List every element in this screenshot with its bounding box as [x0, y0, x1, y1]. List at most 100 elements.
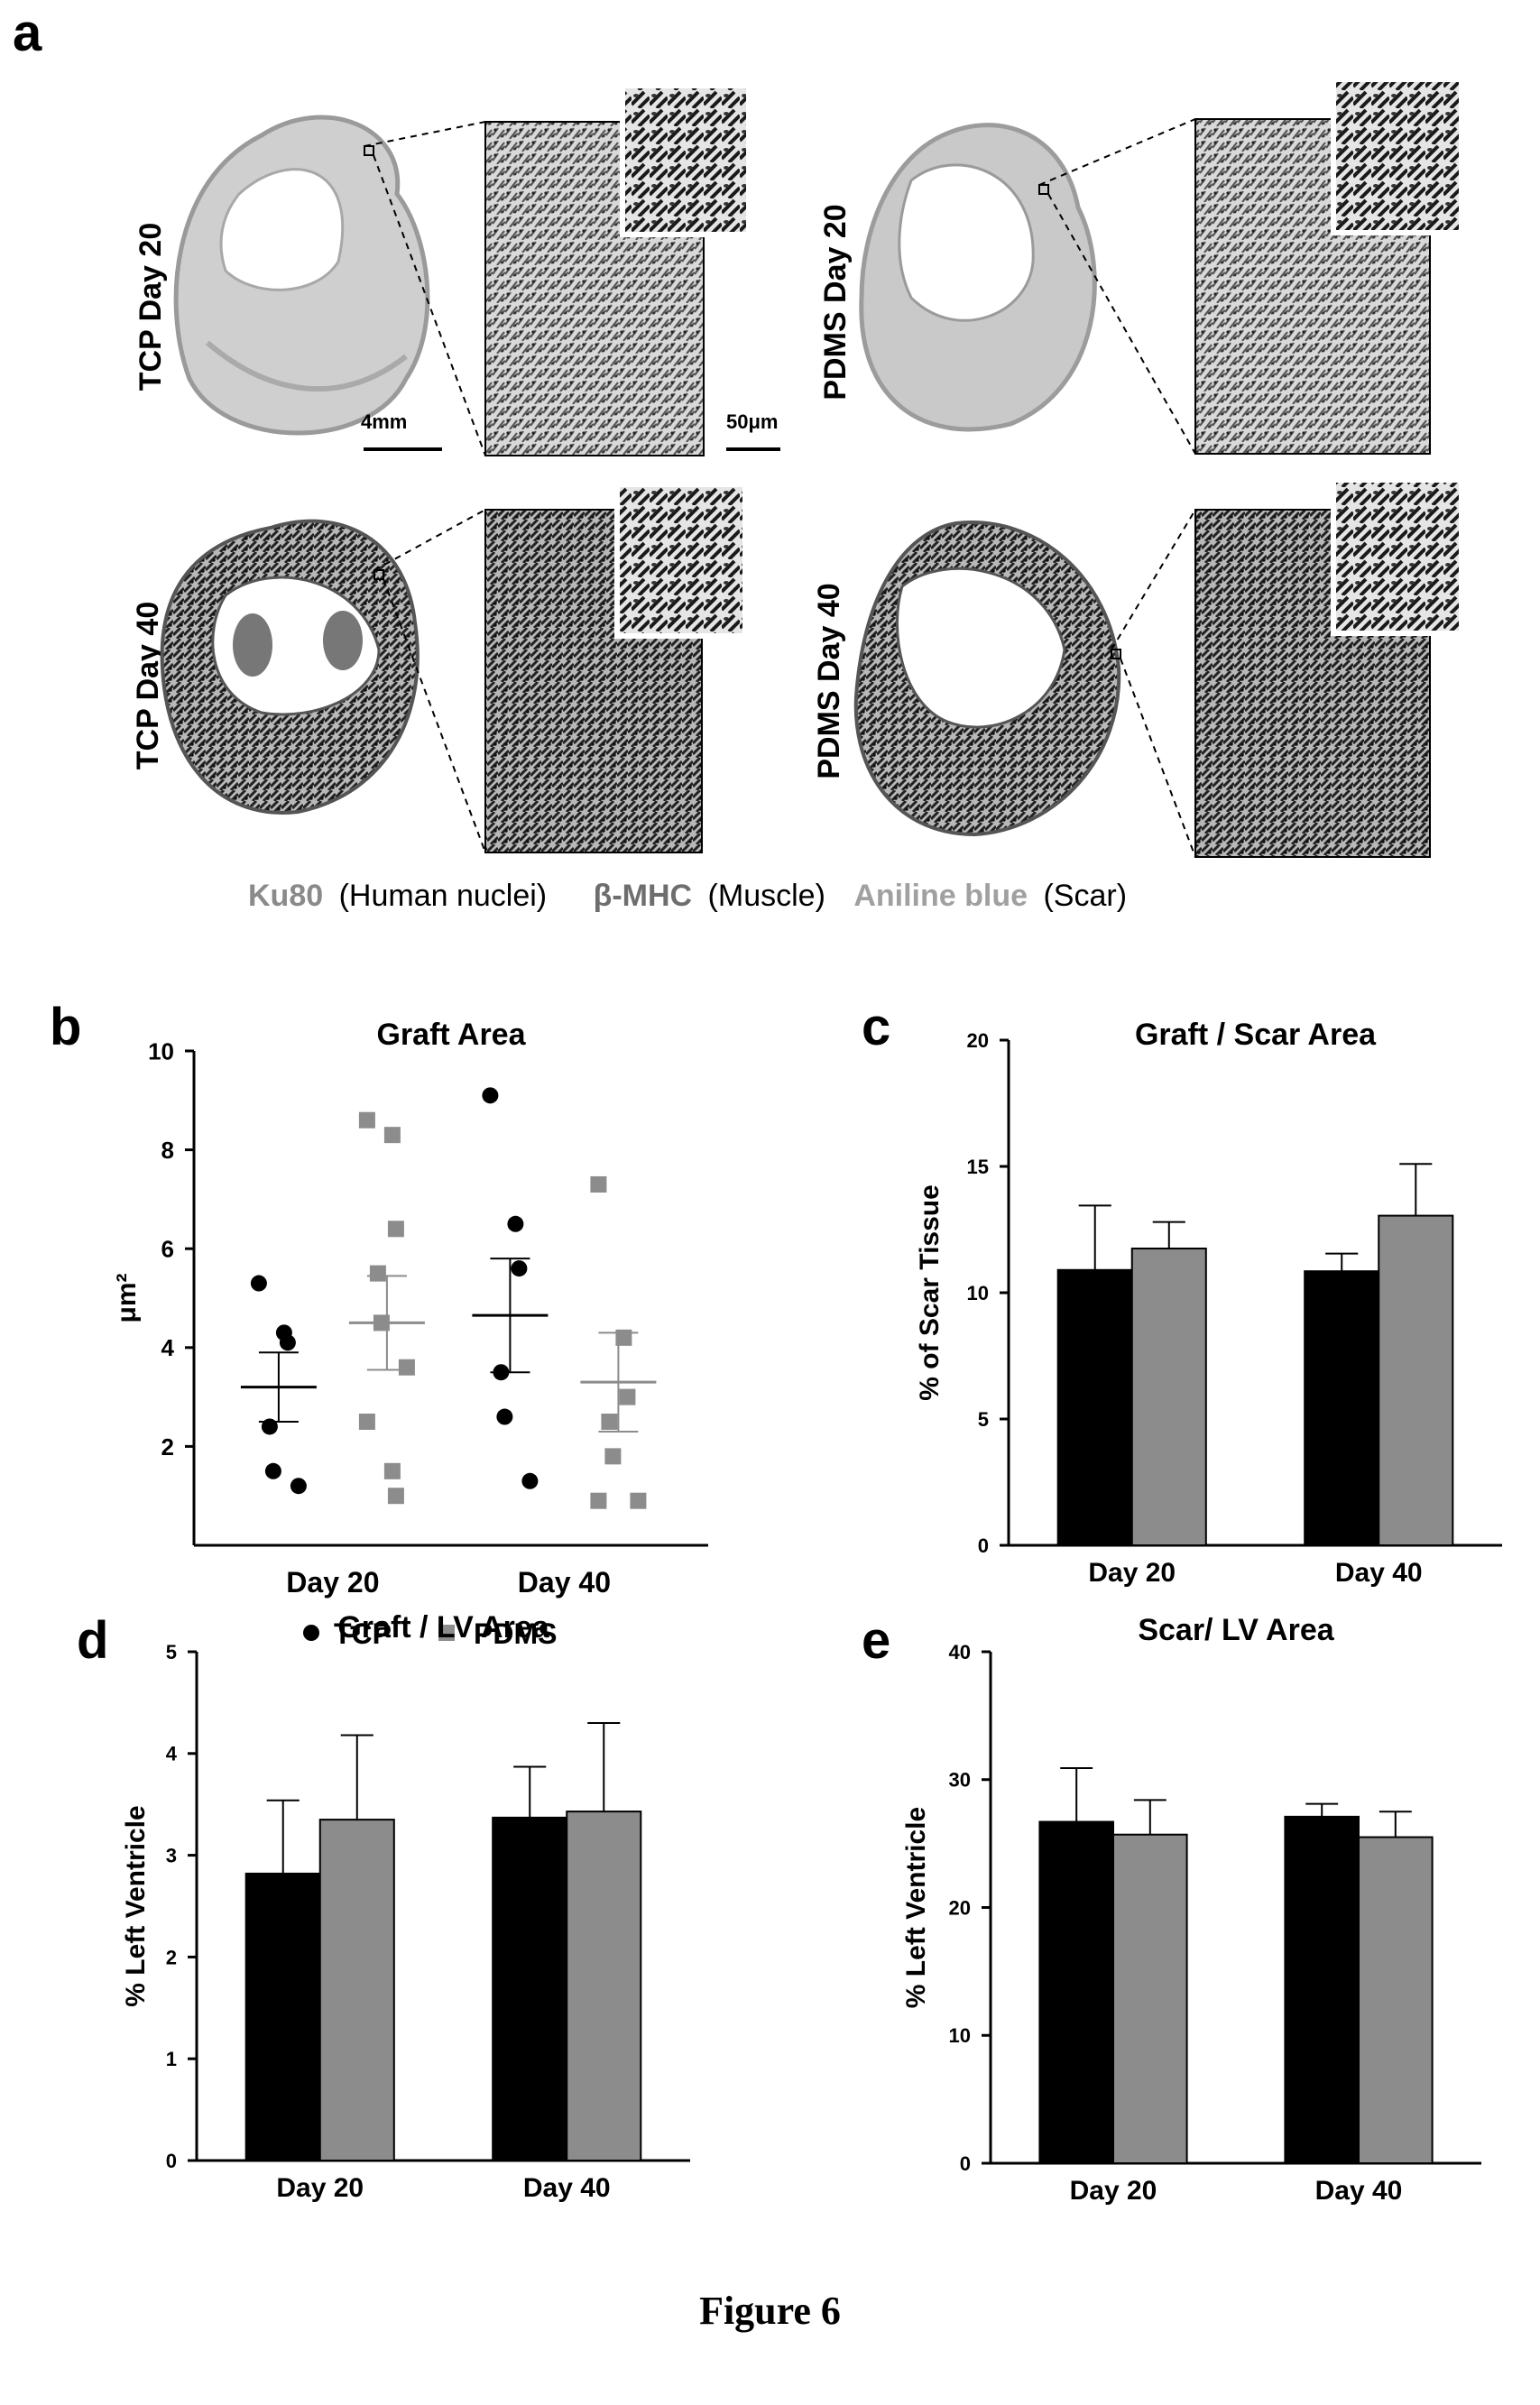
- chart-c-y-tick-label: 20: [967, 1029, 989, 1052]
- chart-b-y-tick-label: 10: [148, 1037, 174, 1064]
- chart-c-y-tick-label: 0: [978, 1534, 989, 1557]
- chart-e-y-tick-label: 0: [960, 2152, 971, 2175]
- chart-e-x-tick-label: Day 40: [1315, 2176, 1403, 2206]
- tcp-day40-inset-image: [614, 482, 748, 639]
- chart-c-y-tick-label: 10: [967, 1282, 989, 1304]
- chart-e-x-tick-label: Day 20: [1070, 2176, 1157, 2206]
- pdms-day20-inset-image: [1331, 77, 1464, 235]
- pdms-day20-section-image: [859, 123, 1097, 432]
- chart-b-point-pdms: [590, 1492, 607, 1509]
- chart-b-point-tcp: [250, 1275, 267, 1292]
- chart-c-bar-pdms: [1130, 1248, 1207, 1546]
- chart-b-point-pdms: [398, 1359, 415, 1376]
- legend-pdms-marker: [438, 1625, 455, 1641]
- chart-d-x-tick-label: Day 20: [276, 2173, 364, 2203]
- stain-aniline: Aniline blue: [853, 879, 1028, 913]
- chart-c-y-axis-label: % of Scar Tissue: [915, 1184, 945, 1401]
- chart-d-bar-pdms: [318, 1819, 395, 2161]
- chart-e-y-tick-label: 20: [949, 1896, 971, 1919]
- chart-b-y-tick-label: 4: [161, 1334, 175, 1361]
- chart-d-y-tick-label: 3: [166, 1845, 177, 1867]
- chart-b-point-tcp: [496, 1408, 513, 1425]
- legend-pdms-label: PDMS: [474, 1617, 557, 1650]
- chart-d-bar-tcp: [244, 1872, 321, 2162]
- chart-b-y-tick-label: 8: [161, 1137, 174, 1164]
- chart-c-bar-pdms: [1378, 1214, 1454, 1546]
- chart-e-y-axis-label: % Left Ventricle: [901, 1807, 931, 2008]
- chart-b-point-pdms: [383, 1462, 401, 1479]
- chart-b-x-tick-label: Day 40: [518, 1566, 611, 1599]
- chart-d-x-tick-label: Day 40: [523, 2173, 611, 2203]
- chart-c-y-tick-label: 15: [967, 1156, 989, 1178]
- chart-b-point-pdms: [358, 1414, 375, 1430]
- stain-aniline-desc: (Scar): [1043, 879, 1127, 913]
- legend-tcp-label: TCP: [334, 1617, 392, 1650]
- chart-b-point-pdms: [387, 1488, 404, 1505]
- stain-ku80-desc: (Human nuclei): [339, 879, 548, 913]
- stain-legend: Ku80 (Human nuclei) β-MHC (Muscle) Anili…: [248, 879, 1127, 913]
- panel-c-letter: c: [862, 998, 890, 1056]
- chart-b-x-tick-label: Day 20: [286, 1566, 379, 1599]
- chart-d-y-tick-label: 5: [166, 1641, 177, 1663]
- chart-b-point-pdms: [369, 1265, 386, 1282]
- chart-d-title: Graft / LV Area: [337, 1610, 549, 1645]
- scale-bar-section-label: 4mm: [361, 410, 407, 433]
- chart-d-y-tick-label: 1: [166, 2048, 177, 2070]
- chart-e-bar-pdms: [1358, 1836, 1434, 2164]
- tcp-day40-section-image: [160, 519, 420, 815]
- chart-d-bar-tcp: [492, 1816, 568, 2161]
- chart-c-bar-tcp: [1056, 1268, 1133, 1547]
- stain-bmhc: β-MHC: [594, 879, 693, 913]
- chart-d-y-tick-label: 2: [166, 1946, 177, 1968]
- chart-b-y-tick-label: 2: [161, 1433, 174, 1461]
- label-tcp-day20: TCP Day 20: [134, 223, 168, 391]
- chart-c-bar-tcp: [1304, 1270, 1380, 1546]
- chart-graft-area: 2 4 6 8 10 Graft Area μm² Day 20 Day 40: [112, 1018, 708, 1599]
- chart-scar-lv-area: 0 10 20 30 40 Scar/ LV Area % Left Ventricle Da…: [901, 1613, 1481, 2206]
- label-pdms-day40: PDMS Day 40: [812, 583, 846, 779]
- chart-b-point-pdms: [383, 1127, 401, 1144]
- panel-a-letter: a: [13, 4, 42, 62]
- chart-c-x-tick-label: Day 20: [1088, 1558, 1176, 1588]
- chart-b-point-tcp: [290, 1478, 307, 1495]
- panel-d-letter: d: [77, 1611, 108, 1670]
- legend-tcp-marker: [303, 1625, 319, 1641]
- chart-graft-lv-area: 0 1 2 3 4 5 Graft / LV Area % Left Ventricle Day…: [121, 1610, 690, 2203]
- label-tcp-day40: TCP Day 40: [131, 602, 165, 769]
- chart-b-point-tcp: [521, 1472, 539, 1489]
- chart-b-point-pdms: [604, 1448, 622, 1465]
- chart-d-y-tick-label: 4: [166, 1743, 178, 1765]
- chart-b-point-tcp: [511, 1260, 528, 1277]
- pdms-day40-section-image: [853, 521, 1121, 837]
- panel-b-letter: b: [50, 998, 81, 1056]
- chart-b-point-tcp: [279, 1334, 296, 1351]
- chart-b-point-pdms: [601, 1414, 618, 1430]
- chart-graft-scar-area: 0 5 10 15 20 Graft / Scar Area % of Scar Tissu…: [915, 1018, 1502, 1588]
- chart-d-y-tick-label: 0: [166, 2150, 177, 2172]
- chart-b-point-tcp: [482, 1087, 499, 1104]
- chart-c-x-tick-label: Day 40: [1335, 1558, 1423, 1588]
- scale-bar-zoom-label: 50μm: [726, 410, 779, 433]
- chart-c-title: Graft / Scar Area: [1135, 1018, 1377, 1052]
- chart-e-y-tick-label: 40: [949, 1641, 971, 1663]
- chart-d-bar-pdms: [566, 1811, 642, 2161]
- chart-e-y-tick-label: 30: [949, 1769, 971, 1792]
- panel-e-letter: e: [862, 1611, 890, 1670]
- chart-e-title: Scar/ LV Area: [1138, 1613, 1334, 1647]
- chart-b-title: Graft Area: [376, 1018, 526, 1052]
- chart-d-y-axis-label: % Left Ventricle: [121, 1805, 151, 2006]
- chart-c-y-tick-label: 5: [978, 1408, 989, 1431]
- pdms-day40-inset-image: [1331, 477, 1464, 636]
- chart-b-point-tcp: [507, 1215, 524, 1232]
- chart-b-point-pdms: [590, 1175, 607, 1193]
- chart-e-bar-pdms: [1112, 1833, 1188, 2164]
- chart-e-bar-tcp: [1284, 1815, 1360, 2165]
- figure-caption: Figure 6: [699, 2289, 841, 2333]
- chart-e-bar-tcp: [1038, 1820, 1115, 2164]
- chart-e-y-tick-label: 10: [949, 2024, 971, 2047]
- label-pdms-day20: PDMS Day 20: [818, 204, 853, 400]
- series-legend: TCP PDMS: [303, 1617, 557, 1650]
- chart-b-point-pdms: [630, 1492, 647, 1509]
- chart-b-point-pdms: [358, 1111, 375, 1129]
